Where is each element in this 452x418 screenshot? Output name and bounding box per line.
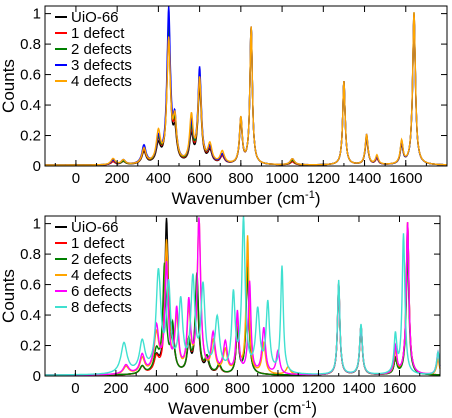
legend-label: 4 defects — [71, 267, 132, 284]
top-spectrum-panel: 0 200 400 600 800 1000 1200 1400 1600 0 0.2 0.4 0.6 0… — [0, 5, 448, 208]
x-tick-label: 600 — [187, 170, 212, 187]
y-tick-label: 0.8 — [20, 36, 41, 53]
y-tick-label: 0 — [33, 158, 41, 175]
x-tick-label: 400 — [146, 170, 171, 187]
x-tick-label: 0 — [72, 170, 80, 187]
x-tick-label: 1400 — [348, 170, 381, 187]
x-tick-label: 200 — [103, 380, 128, 397]
x-tick-label: 800 — [228, 170, 253, 187]
x-tick-label: 1200 — [302, 380, 335, 397]
y-axis-title: Counts — [0, 59, 18, 113]
plot-frame — [44, 5, 448, 167]
bottom-spectrum-panel: 0 200 400 600 800 1000 1200 1400 1600 0 0.2 0.4 0.6 0… — [0, 215, 441, 418]
y-tick-label: 0.2 — [20, 338, 41, 355]
y-tick-label: 0.6 — [20, 277, 41, 294]
y-tick-label: 1 — [33, 6, 41, 23]
legend-label: UiO-66 — [71, 9, 119, 26]
plot-frame — [44, 215, 441, 377]
series-line-1-5 — [45, 215, 441, 376]
legend-label: UiO-66 — [71, 219, 119, 236]
x-tick-label: 400 — [144, 380, 169, 397]
y-tick-label: 0.2 — [20, 128, 41, 145]
x-tick-label: 800 — [225, 380, 250, 397]
series-line-0-4 — [45, 12, 448, 166]
x-tick-label: 1000 — [261, 380, 294, 397]
x-tick-label: 200 — [105, 170, 130, 187]
legend-label: 2 defects — [71, 41, 132, 58]
legend-label: 2 defects — [71, 251, 132, 268]
legend-label: 4 defects — [71, 73, 132, 90]
x-tick-label: 1600 — [389, 170, 422, 187]
x-tick-label: 1400 — [342, 380, 375, 397]
legend-label: 3 defects — [71, 57, 132, 74]
x-tick-label: 0 — [71, 380, 79, 397]
x-tick-label: 1000 — [265, 170, 298, 187]
y-tick-label: 0.4 — [20, 97, 41, 114]
legend-label: 6 defects — [71, 283, 132, 300]
x-axis-title: Wavenumber (cm-1) — [168, 399, 317, 418]
y-tick-label: 1 — [33, 216, 41, 233]
x-tick-label: 1600 — [383, 380, 416, 397]
y-tick-label: 0.6 — [20, 67, 41, 84]
x-tick-label: 600 — [184, 380, 209, 397]
legend-label: 1 defect — [71, 25, 125, 42]
legend-label: 8 defects — [71, 299, 132, 316]
y-tick-label: 0.8 — [20, 246, 41, 263]
x-tick-label: 1200 — [307, 170, 340, 187]
y-axis-title: Counts — [0, 269, 18, 323]
y-tick-label: 0 — [33, 368, 41, 385]
x-axis-title: Wavenumber (cm-1) — [172, 189, 321, 208]
legend-label: 1 defect — [71, 235, 125, 252]
y-tick-label: 0.4 — [20, 307, 41, 324]
